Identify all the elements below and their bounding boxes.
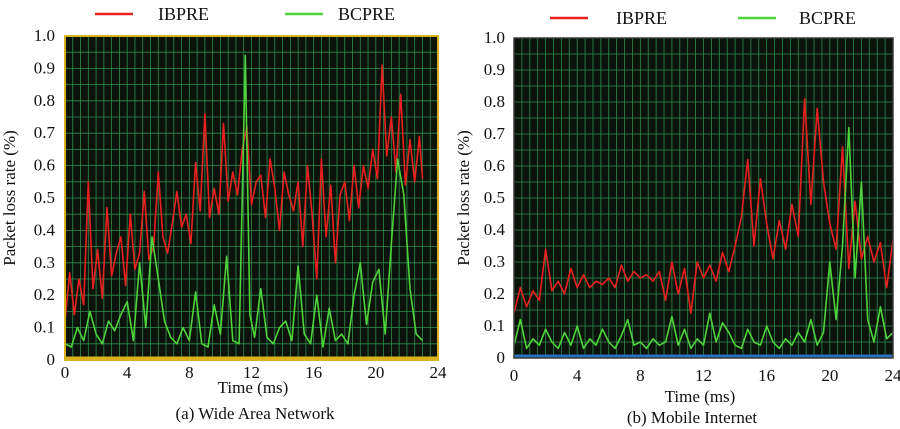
x-tick-label: 8 <box>185 363 194 382</box>
plot-frame <box>513 37 894 359</box>
y-tick-label: 0 <box>47 350 56 369</box>
y-axis-label: Packet loss rate (%) <box>454 130 473 265</box>
x-tick-label: 4 <box>573 366 582 385</box>
series-layer <box>64 54 438 360</box>
y-tick-labels: 0 0.1 0.2 0.3 0.4 0.5 0.6 0.7 0.8 0.9 1.0 <box>34 26 56 369</box>
x-axis-label: Time (ms) <box>665 387 736 406</box>
y-tick-label: 0.1 <box>484 316 505 335</box>
legend: IBPRE BCPRE <box>95 4 395 24</box>
grid-lines <box>65 36 438 360</box>
y-tick-labels: 0 0.1 0.2 0.3 0.4 0.5 0.6 0.7 0.8 0.9 1.0 <box>484 28 506 367</box>
x-tick-labels: 0 4 8 12 16 20 24 <box>510 366 900 385</box>
y-tick-label: 0.6 <box>34 156 55 175</box>
y-tick-label: 0.8 <box>484 92 505 111</box>
y-tick-label: 0.3 <box>484 252 505 271</box>
x-tick-label: 8 <box>636 366 645 385</box>
y-tick-label: 0.4 <box>484 220 506 239</box>
legend: IBPRE BCPRE <box>550 8 856 28</box>
panel-caption: (a) Wide Area Network <box>175 404 335 423</box>
legend-label-ibpre: IBPRE <box>616 8 667 28</box>
x-axis-label: Time (ms) <box>218 378 289 397</box>
legend-label-bcpre: BCPRE <box>338 4 395 24</box>
y-tick-label: 0.3 <box>34 253 55 272</box>
x-tick-label: 24 <box>885 366 900 385</box>
x-tick-label: 20 <box>367 363 384 382</box>
grid-lines <box>514 38 893 358</box>
x-tick-label: 24 <box>430 363 448 382</box>
y-tick-label: 0.6 <box>484 156 505 175</box>
y-tick-label: 0 <box>497 348 506 367</box>
y-tick-label: 1.0 <box>34 26 55 45</box>
y-tick-label: 0.7 <box>34 123 56 142</box>
chart-panel-mobile-internet: IBPRE BCPRE 0 0.1 0.2 0.3 0.4 0.5 0.6 0.7 0.8 0.9… <box>454 8 900 427</box>
y-tick-label: 0.5 <box>484 188 505 207</box>
y-tick-label: 1.0 <box>484 28 505 47</box>
series-line-ibpre <box>513 98 894 315</box>
y-tick-label: 0.8 <box>34 91 55 110</box>
plot-frame <box>64 35 439 361</box>
legend-label-ibpre: IBPRE <box>158 4 209 24</box>
y-tick-label: 0.9 <box>484 60 505 79</box>
x-tick-label: 0 <box>61 363 70 382</box>
y-tick-label: 0.2 <box>484 284 505 303</box>
series-line-ibpre <box>64 64 424 322</box>
x-tick-label: 20 <box>821 366 838 385</box>
series-line-bcpre <box>64 54 424 348</box>
x-tick-label: 16 <box>758 366 775 385</box>
x-tick-labels: 0 4 8 12 16 20 24 <box>61 363 447 382</box>
x-tick-label: 0 <box>510 366 519 385</box>
y-axis-label: Packet loss rate (%) <box>0 130 19 265</box>
y-tick-label: 0.4 <box>34 220 56 239</box>
y-tick-label: 0.1 <box>34 318 55 337</box>
x-tick-label: 12 <box>243 363 260 382</box>
y-tick-label: 0.7 <box>484 124 506 143</box>
y-tick-label: 0.5 <box>34 188 55 207</box>
series-layer <box>513 98 894 358</box>
x-tick-label: 4 <box>123 363 132 382</box>
series-line-bcpre <box>513 126 894 350</box>
x-tick-label: 16 <box>305 363 322 382</box>
y-tick-label: 0.9 <box>34 58 55 77</box>
x-tick-label: 12 <box>695 366 712 385</box>
chart-panel-wide-area-network: IBPRE BCPRE 0 0.1 0.2 0.3 0.4 0.5 0.6 0.7 0.8 0.9… <box>0 4 447 423</box>
y-tick-label: 0.2 <box>34 285 55 304</box>
panel-caption: (b) Mobile Internet <box>627 408 758 427</box>
legend-label-bcpre: BCPRE <box>799 8 856 28</box>
